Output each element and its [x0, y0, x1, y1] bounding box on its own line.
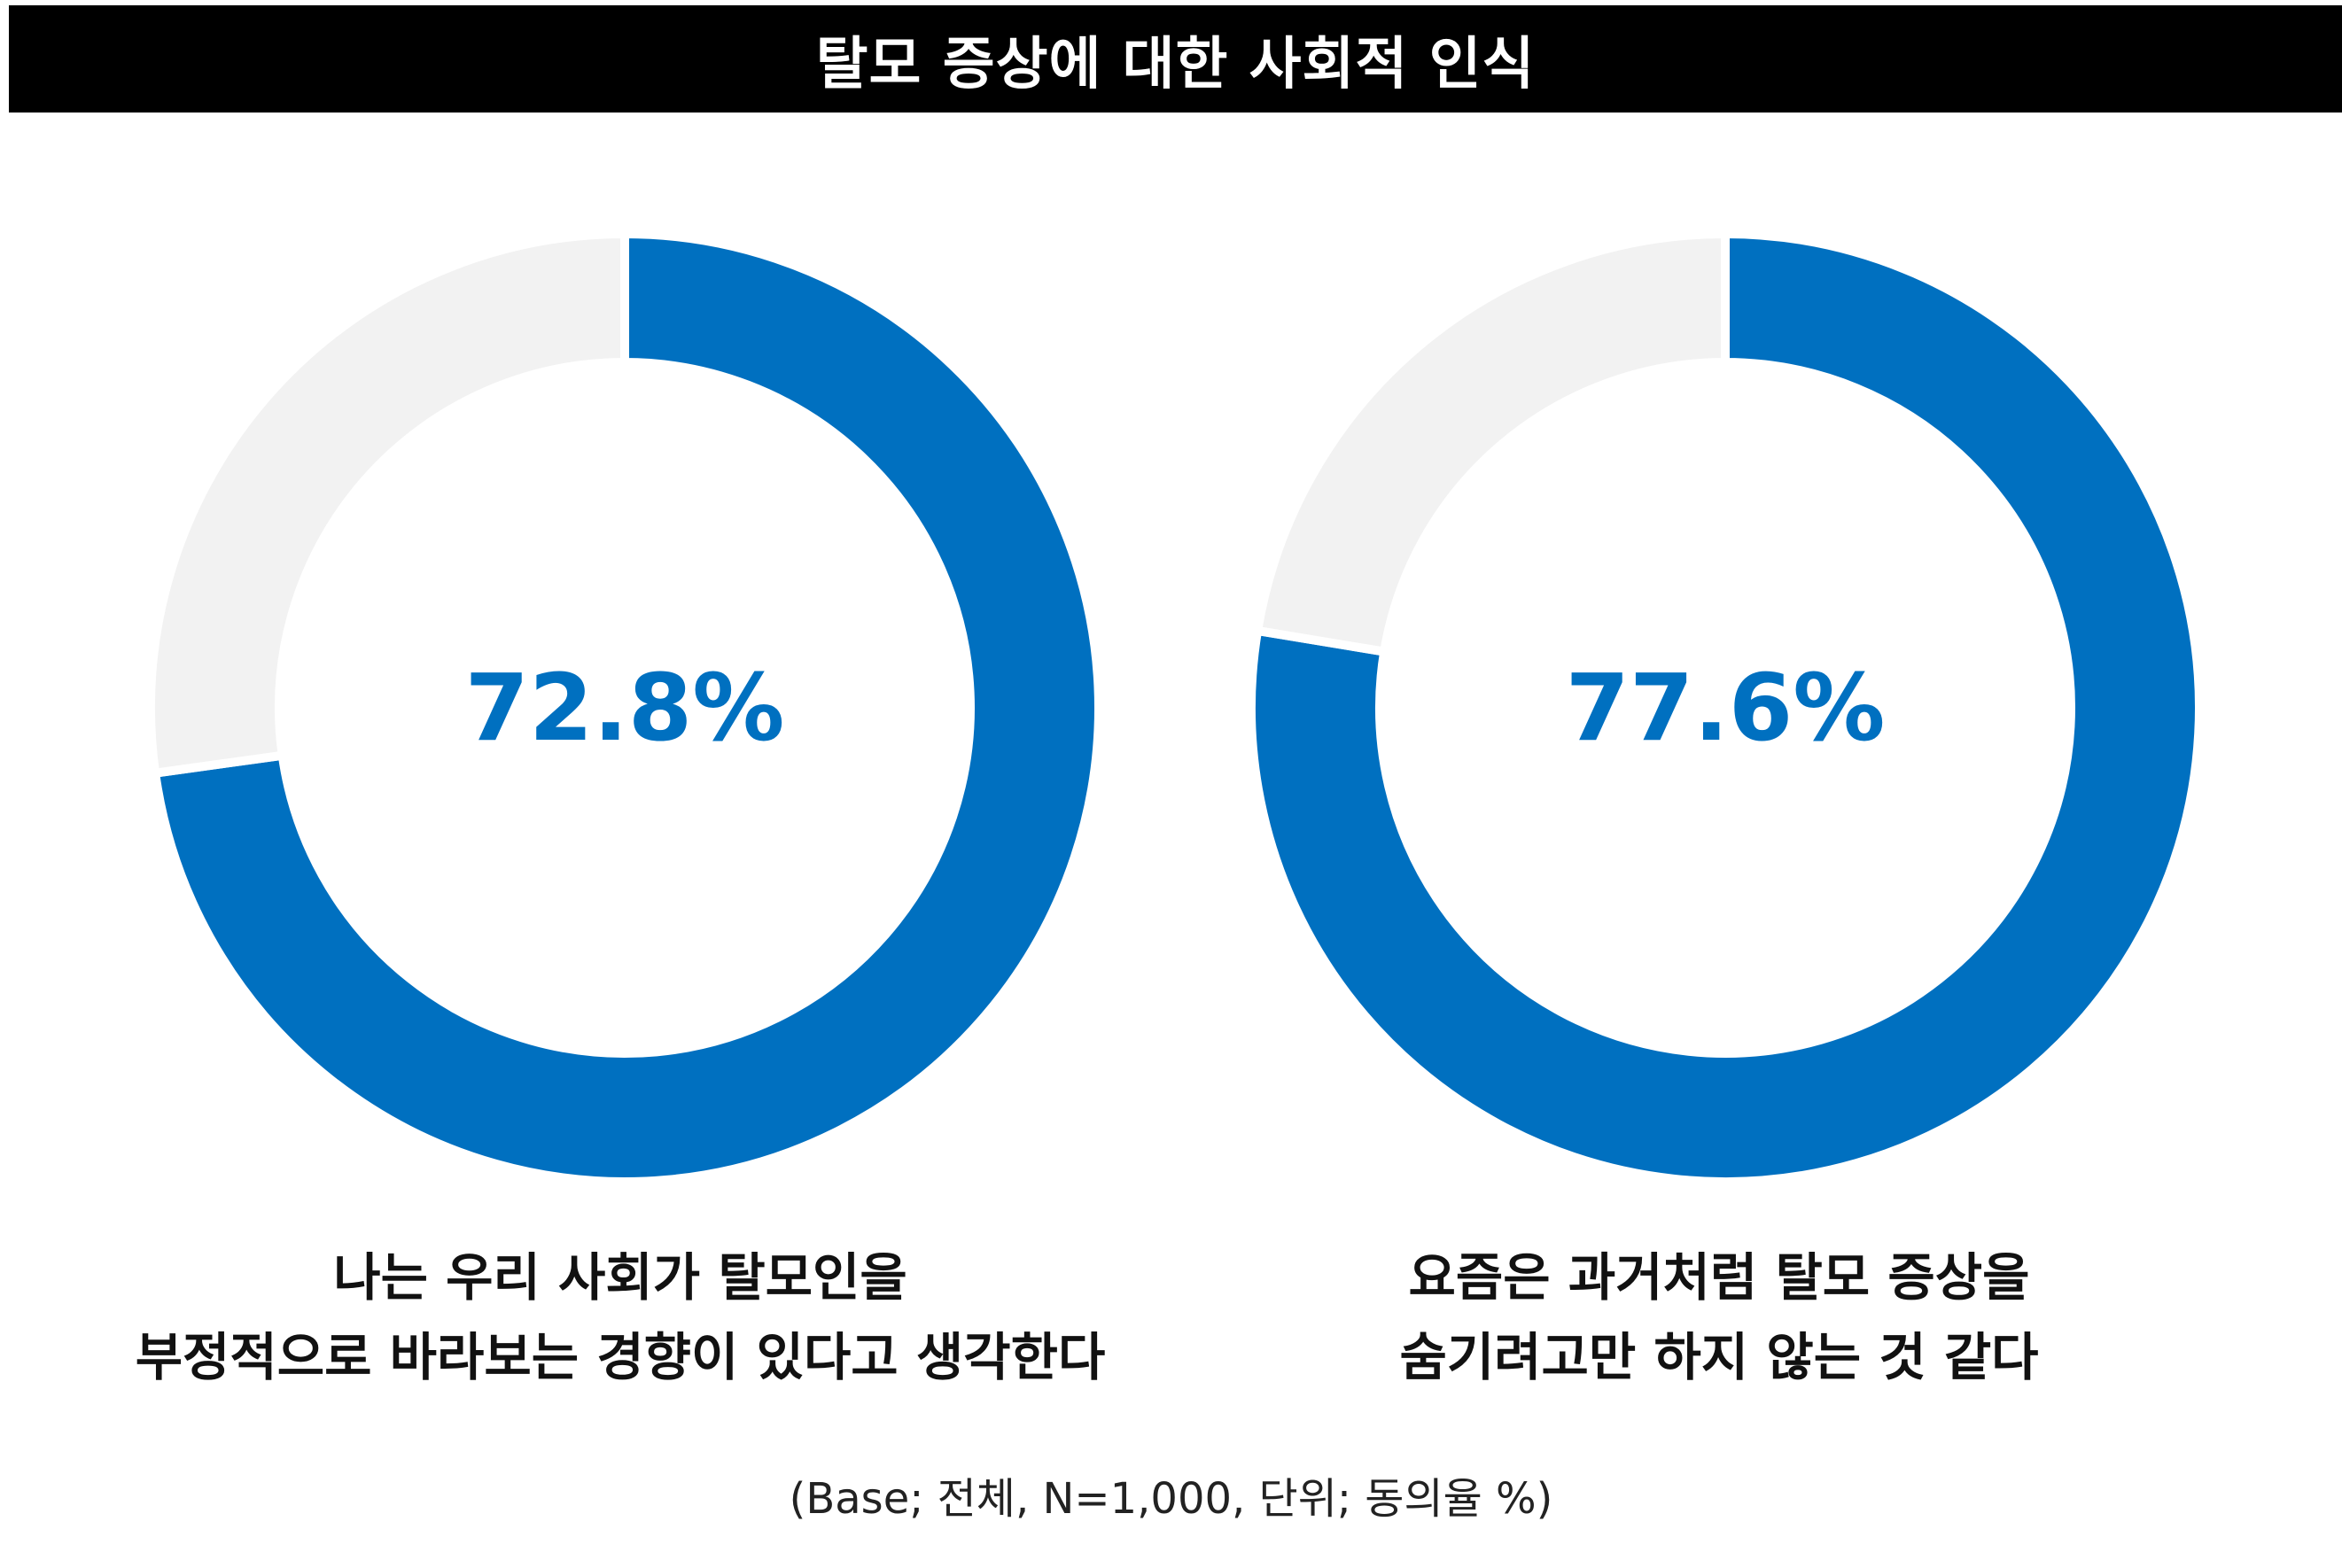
caption-2-line-2: 숨기려고만 하지 않는 것 같다 — [1399, 1327, 2039, 1387]
caption-1-line-1: 나는 우리 사회가 탈모인을 — [333, 1247, 907, 1308]
caption-2-line-1: 요즘은 과거처럼 탈모 증상을 — [1408, 1247, 2030, 1308]
donut-1-slice-remainder — [146, 229, 629, 779]
chart-title: 탈모 증상에 대한 사회적 인식 — [815, 31, 1536, 97]
donut-1-slice-agree — [150, 229, 1103, 1186]
donut-chart-1: 72.8% — [146, 229, 1103, 1186]
caption-2: 요즘은 과거처럼 탈모 증상을 숨기려고만 하지 않는 것 같다 — [1170, 1238, 2268, 1397]
donut-2-slice-remainder — [1252, 229, 1730, 657]
caption-1: 나는 우리 사회가 탈모인을 부정적으로 바라보는 경향이 있다고 생각한다 — [71, 1238, 1170, 1397]
donut-2-slice-agree — [1247, 229, 2204, 1186]
caption-1-line-2: 부정적으로 바라보는 경향이 있다고 생각한다 — [135, 1327, 1106, 1387]
donut-1-value-label: 72.8% — [465, 654, 785, 762]
donut-chart-2: 77.6% — [1247, 229, 2204, 1186]
base-note: (Base; 전체, N=1,000, 단위; 동의율 %) — [789, 1474, 1553, 1524]
donut-2-value-label: 77.6% — [1566, 654, 1886, 762]
title-bar: 탈모 증상에 대한 사회적 인식 — [9, 5, 2342, 113]
